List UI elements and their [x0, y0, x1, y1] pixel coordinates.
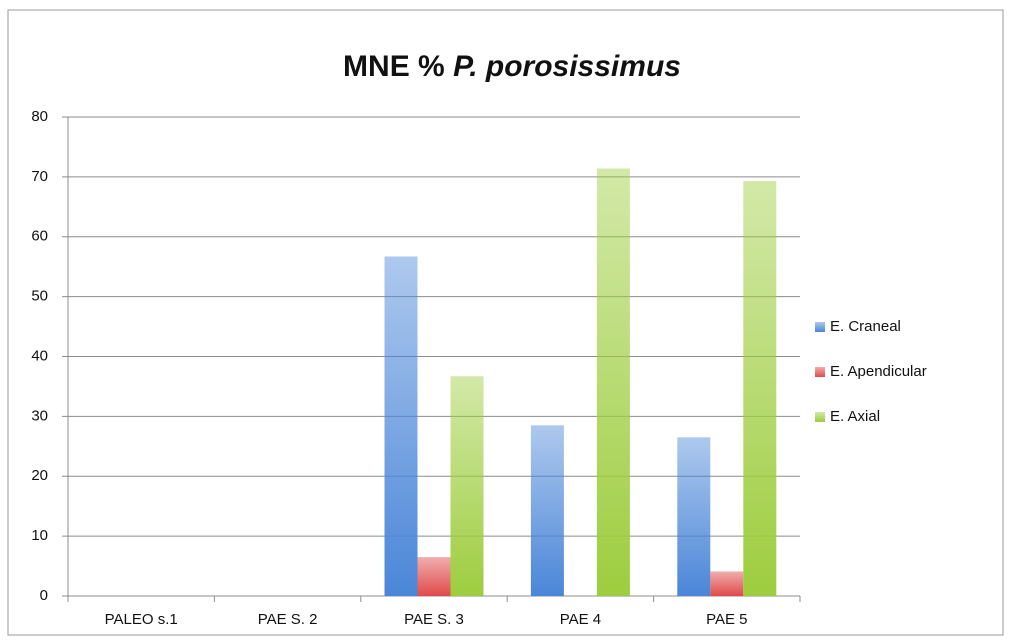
- title-species: P. porosissimus: [453, 50, 681, 83]
- bar: [384, 256, 418, 596]
- legend-label: E. Apendicular: [830, 363, 927, 380]
- chart-title: MNE % P. porosissimus: [343, 50, 681, 83]
- x-tick-label: PAE S. 2: [258, 611, 318, 628]
- y-tick-label: 80: [31, 108, 48, 125]
- legend-swatch: [815, 412, 825, 422]
- bar: [417, 557, 451, 596]
- y-tick-label: 60: [31, 228, 48, 245]
- bar: [677, 437, 711, 596]
- legend-swatch: [815, 367, 825, 377]
- y-tick-label: 0: [40, 587, 48, 604]
- title-main: MNE %: [343, 50, 445, 83]
- x-tick-label: PAE 5: [706, 611, 747, 628]
- y-tick-label: 30: [31, 407, 48, 424]
- y-tick-label: 20: [31, 467, 48, 484]
- y-tick-label: 10: [31, 527, 48, 544]
- bar: [710, 571, 744, 596]
- legend-label: E. Craneal: [830, 318, 901, 335]
- bar: [530, 425, 564, 596]
- legend-label: E. Axial: [830, 408, 880, 425]
- chart-frame: [7, 9, 1004, 636]
- x-tick-label: PAE S. 3: [404, 611, 464, 628]
- legend-swatch: [815, 322, 825, 332]
- bar: [596, 168, 630, 596]
- bar: [743, 181, 777, 596]
- y-tick-label: 50: [31, 288, 48, 305]
- bar: [450, 376, 484, 596]
- y-tick-label: 40: [31, 347, 48, 364]
- x-tick-label: PAE 4: [560, 611, 601, 628]
- x-tick-label: PALEO s.1: [105, 611, 178, 628]
- y-tick-label: 70: [31, 168, 48, 185]
